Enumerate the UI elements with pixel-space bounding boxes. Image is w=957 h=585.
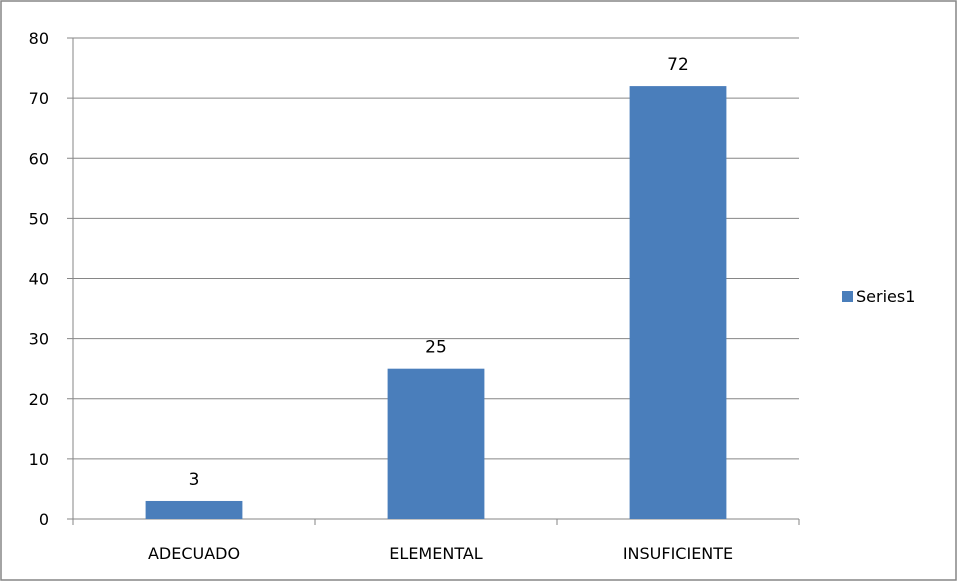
y-tick-label: 20 xyxy=(29,390,49,409)
labels: 0 10 20 30 40 50 60 70 80 3 ADECUADO 25 ELEMENTAL 72 I… xyxy=(29,29,734,563)
y-tick-label: 50 xyxy=(29,209,49,228)
data-label-adecuado: 3 xyxy=(189,470,200,490)
bar-elemental xyxy=(387,368,485,519)
y-tick-label: 30 xyxy=(29,330,49,349)
legend: Series1 xyxy=(842,287,915,306)
bars xyxy=(145,86,727,519)
data-label-elemental: 25 xyxy=(425,338,447,358)
legend-label-series1: Series1 xyxy=(856,287,915,306)
category-label-elemental: ELEMENTAL xyxy=(389,544,482,563)
y-tick-label: 70 xyxy=(29,89,49,108)
category-label-adecuado: ADECUADO xyxy=(148,544,240,563)
y-tick-label: 10 xyxy=(29,450,49,469)
data-label-insuficiente: 72 xyxy=(667,55,689,75)
category-label-insuficiente: INSUFICIENTE xyxy=(623,544,733,563)
bar-insuficiente xyxy=(629,86,727,519)
y-tick-label: 40 xyxy=(29,270,49,289)
y-tick-label: 0 xyxy=(39,510,49,529)
y-tick-label: 80 xyxy=(29,29,49,48)
y-tick-label: 60 xyxy=(29,149,49,168)
legend-swatch-series1 xyxy=(842,291,853,302)
bar-adecuado xyxy=(145,500,243,519)
